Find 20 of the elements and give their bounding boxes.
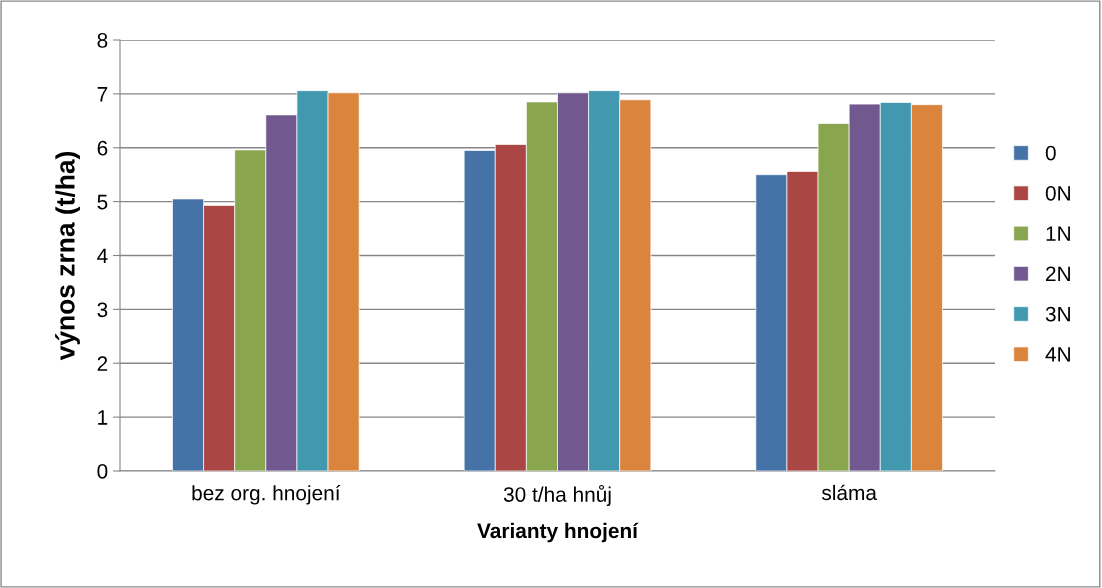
legend-label: 4N xyxy=(1045,347,1070,362)
legend-label: 1N xyxy=(1046,226,1070,241)
x-tick-label: 30 t/ha hnůj xyxy=(503,484,611,507)
y-tick-label: 2 xyxy=(97,356,108,371)
y-tick-label: 7 xyxy=(97,87,108,102)
legend-label: 0N xyxy=(1045,185,1070,201)
y-tick-label: 5 xyxy=(97,194,108,210)
y-tick-label: 6 xyxy=(97,140,108,156)
legend-label: 3N xyxy=(1045,306,1070,322)
x-tick-label: bez org. hnojení xyxy=(192,484,341,505)
y-axis-title: výnos zrna (t/ha) xyxy=(55,151,80,361)
y-tick-label: 1 xyxy=(98,410,108,425)
y-tick-label: 8 xyxy=(97,33,108,48)
y-tick-label: 3 xyxy=(97,302,108,318)
x-axis-title: Varianty hnojení xyxy=(477,522,639,543)
y-tick-label: 4 xyxy=(97,248,108,264)
x-tick-label: sláma xyxy=(821,484,877,501)
legend-label: 0 xyxy=(1045,145,1056,161)
legend-label: 2N xyxy=(1046,266,1070,282)
y-tick-label: 0 xyxy=(97,464,108,479)
